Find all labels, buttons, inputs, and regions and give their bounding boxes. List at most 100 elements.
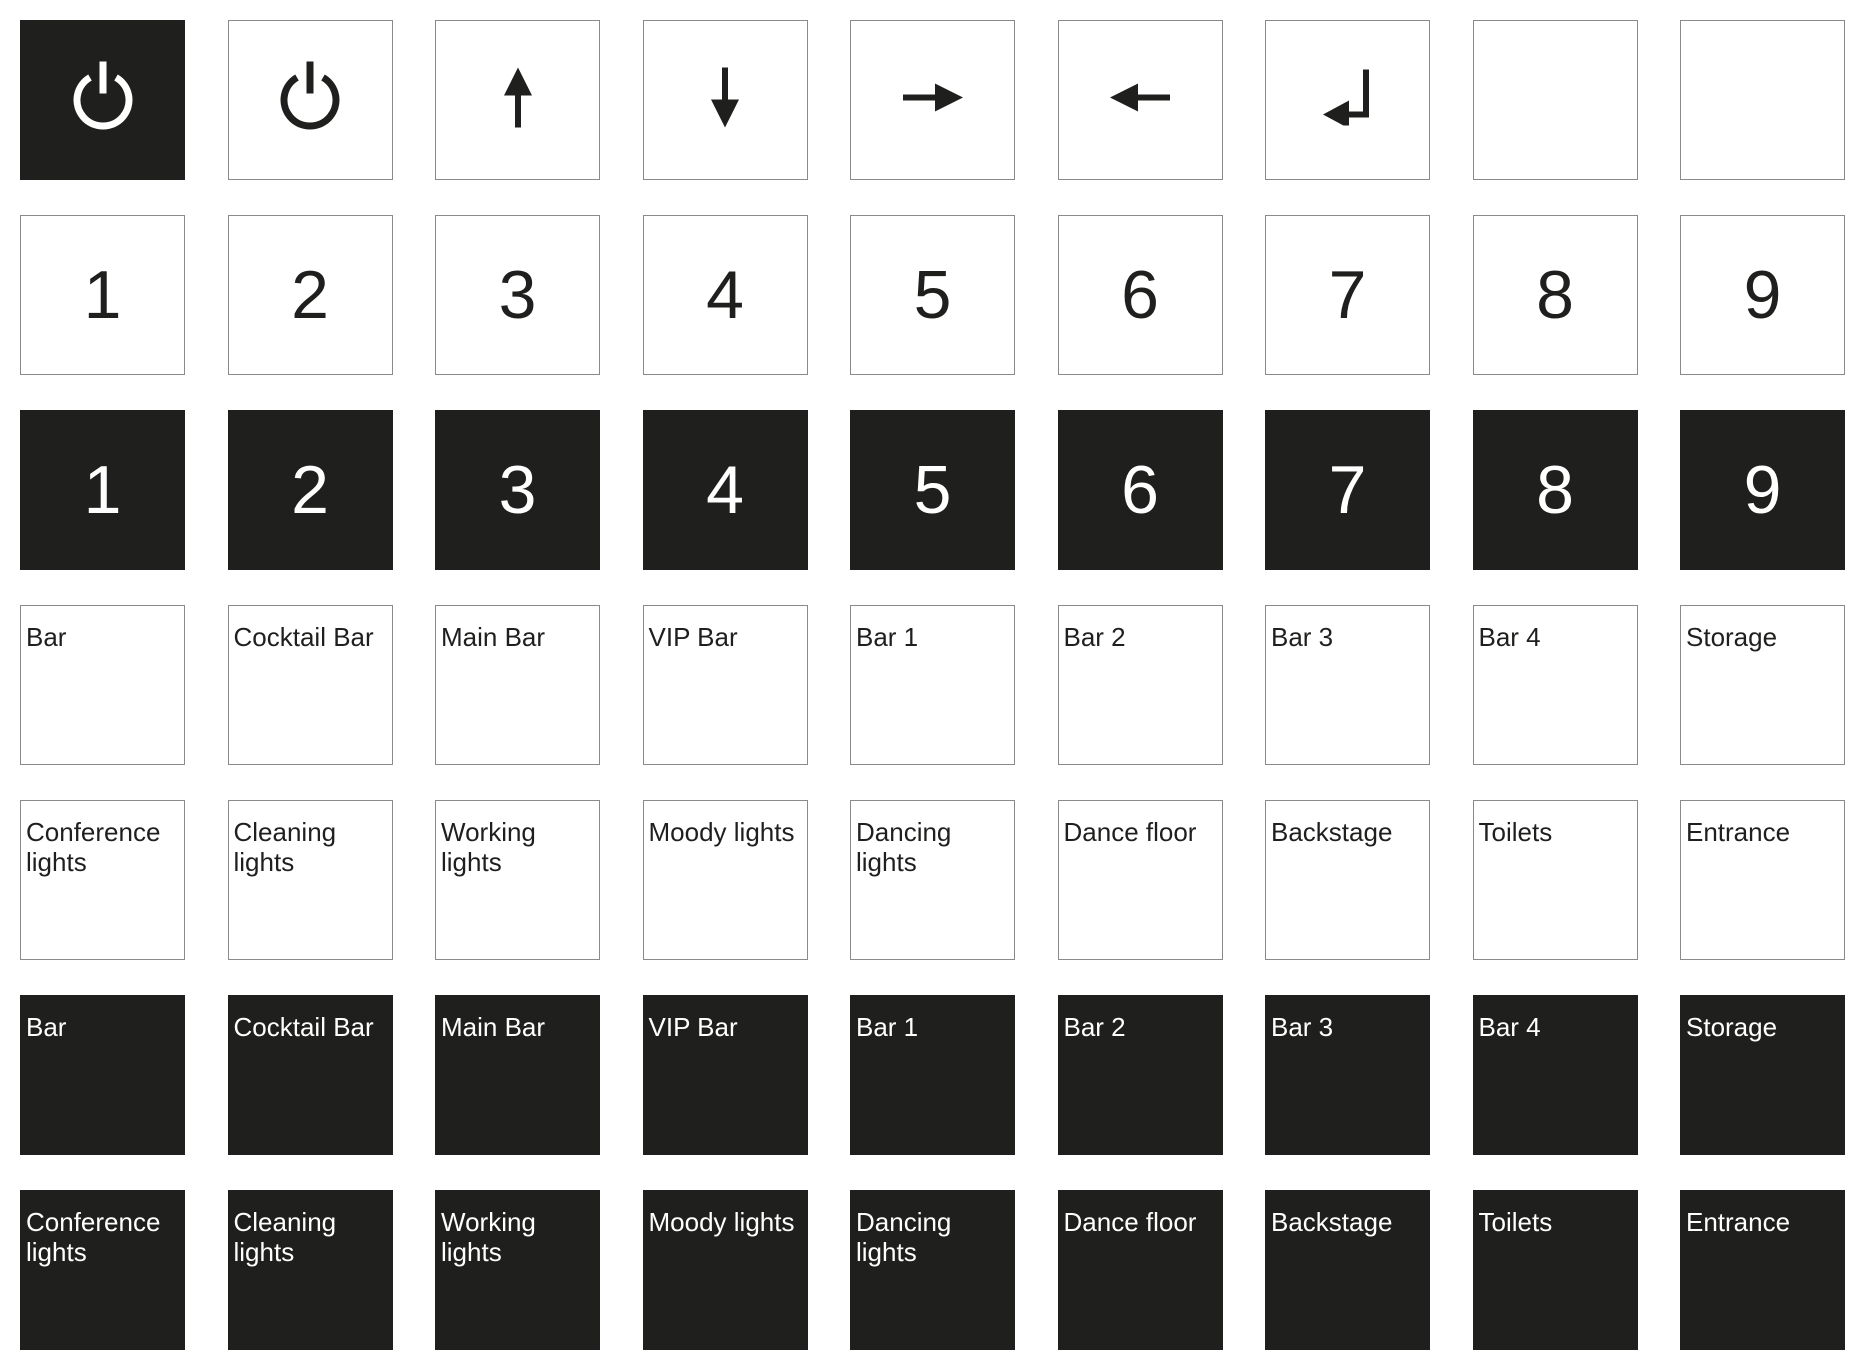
zone-label: Conference lights [26, 1207, 161, 1267]
zone-button-bar[interactable]: Bar [20, 995, 185, 1155]
number-label: 3 [498, 452, 537, 528]
number-label: 5 [913, 257, 952, 333]
number-label: 7 [1328, 257, 1367, 333]
number-label: 4 [706, 452, 744, 528]
number-button-2[interactable]: 2 [227, 215, 393, 375]
number-button-3[interactable]: 3 [435, 215, 600, 375]
zone-button-bar-3[interactable]: Bar 3 [1265, 605, 1430, 765]
enter-button[interactable] [1265, 20, 1430, 180]
zone-label: Working lights [441, 817, 536, 877]
power-icon [68, 61, 138, 139]
zone-button-bar-2[interactable]: Bar 2 [1057, 605, 1223, 765]
zone-button-cleaning-lights[interactable]: Cleaning lights [227, 800, 393, 960]
zone-button-backstage[interactable]: Backstage [1265, 1190, 1430, 1350]
zone-button-storage[interactable]: Storage [1680, 995, 1845, 1155]
zone-label: Storage [1686, 622, 1778, 652]
zone-button-bar-1[interactable]: Bar 1 [850, 995, 1015, 1155]
arrow-right-icon [902, 83, 963, 118]
number-label: 4 [706, 257, 744, 333]
zone-button-bar-4[interactable]: Bar 4 [1472, 605, 1638, 765]
zone-button-working-lights[interactable]: Working lights [435, 1190, 600, 1350]
zone-button-dance-floor[interactable]: Dance floor [1057, 800, 1223, 960]
number-button-3[interactable]: 3 [435, 410, 600, 570]
zone-label: Toilets [1478, 1207, 1553, 1237]
zone-button-cocktail-bar[interactable]: Cocktail Bar [227, 995, 393, 1155]
zone-button-dancing-lights[interactable]: Dancing lights [850, 800, 1015, 960]
zone-button-backstage[interactable]: Backstage [1265, 800, 1430, 960]
power-button[interactable] [227, 20, 393, 180]
zone-label: Bar 2 [1063, 1012, 1126, 1042]
zone-label: Bar 4 [1478, 1012, 1541, 1042]
zone-button-moody-lights[interactable]: Moody lights [642, 800, 808, 960]
zone-button-conference-lights[interactable]: Conference lights [20, 1190, 185, 1350]
zone-button-dancing-lights[interactable]: Dancing lights [850, 1190, 1015, 1350]
zone-label: Bar 1 [856, 1012, 919, 1042]
zone-label: Dance floor [1063, 817, 1197, 847]
number-button-6[interactable]: 6 [1057, 410, 1223, 570]
zone-button-main-bar[interactable]: Main Bar [435, 995, 600, 1155]
arrow-left-button[interactable] [1057, 20, 1223, 180]
zone-button-toilets[interactable]: Toilets [1472, 1190, 1638, 1350]
arrow-left-icon [1110, 83, 1170, 118]
arrow-up-button[interactable] [435, 20, 600, 180]
zone-button-bar-2[interactable]: Bar 2 [1057, 995, 1223, 1155]
zone-button-vip-bar[interactable]: VIP Bar [642, 605, 808, 765]
zone-button-toilets[interactable]: Toilets [1472, 800, 1638, 960]
number-label: 5 [913, 452, 952, 528]
zone-button-dance-floor[interactable]: Dance floor [1057, 1190, 1223, 1350]
arrow-down-button[interactable] [642, 20, 808, 180]
zone-button-bar-1[interactable]: Bar 1 [850, 605, 1015, 765]
number-label: 2 [291, 452, 329, 528]
arrow-right-button[interactable] [850, 20, 1015, 180]
number-label: 9 [1743, 257, 1782, 333]
number-button-9[interactable]: 9 [1680, 410, 1845, 570]
number-button-9[interactable]: 9 [1680, 215, 1845, 375]
zone-label: Conference lights [26, 817, 161, 877]
zone-label: VIP Bar [648, 622, 738, 652]
zone-label: Dancing lights [856, 817, 952, 877]
zone-button-moody-lights[interactable]: Moody lights [642, 1190, 808, 1350]
number-button-4[interactable]: 4 [642, 215, 808, 375]
zone-label: Bar 3 [1271, 622, 1334, 652]
zone-button-main-bar[interactable]: Main Bar [435, 605, 600, 765]
zone-button-conference-lights[interactable]: Conference lights [20, 800, 185, 960]
power-button[interactable] [20, 20, 185, 180]
zone-label: Cleaning lights [233, 1207, 337, 1267]
number-label: 1 [83, 452, 122, 528]
number-button-5[interactable]: 5 [850, 215, 1015, 375]
zone-button-bar-4[interactable]: Bar 4 [1472, 995, 1638, 1155]
number-label: 6 [1121, 452, 1159, 528]
zone-button-bar[interactable]: Bar [20, 605, 185, 765]
number-button-1[interactable]: 1 [20, 215, 185, 375]
zone-button-bar-3[interactable]: Bar 3 [1265, 995, 1430, 1155]
number-button-6[interactable]: 6 [1057, 215, 1223, 375]
zone-label: Cocktail Bar [233, 1012, 374, 1042]
zone-button-entrance[interactable]: Entrance [1680, 1190, 1845, 1350]
zone-button-entrance[interactable]: Entrance [1680, 800, 1845, 960]
number-button-7[interactable]: 7 [1265, 215, 1430, 375]
zone-label: Main Bar [441, 1012, 546, 1042]
number-label: 2 [291, 257, 329, 333]
number-button-8[interactable]: 8 [1472, 215, 1638, 375]
zone-label: Bar 4 [1478, 622, 1541, 652]
zone-button-cleaning-lights[interactable]: Cleaning lights [227, 1190, 393, 1350]
empty-button[interactable] [1472, 20, 1638, 180]
zone-button-cocktail-bar[interactable]: Cocktail Bar [227, 605, 393, 765]
number-button-1[interactable]: 1 [20, 410, 185, 570]
zone-button-vip-bar[interactable]: VIP Bar [642, 995, 808, 1155]
number-button-8[interactable]: 8 [1472, 410, 1638, 570]
empty-button[interactable] [1680, 20, 1845, 180]
number-button-4[interactable]: 4 [642, 410, 808, 570]
zone-label: Backstage [1271, 1207, 1393, 1237]
number-label: 9 [1743, 452, 1782, 528]
number-button-2[interactable]: 2 [227, 410, 393, 570]
zone-label: VIP Bar [648, 1012, 738, 1042]
number-button-5[interactable]: 5 [850, 410, 1015, 570]
number-label: 8 [1536, 257, 1574, 333]
zone-label: Dancing lights [856, 1207, 952, 1267]
zone-button-working-lights[interactable]: Working lights [435, 800, 600, 960]
zone-label: Moody lights [648, 817, 795, 847]
number-button-7[interactable]: 7 [1265, 410, 1430, 570]
zone-button-storage[interactable]: Storage [1680, 605, 1845, 765]
zone-label: Backstage [1271, 817, 1393, 847]
